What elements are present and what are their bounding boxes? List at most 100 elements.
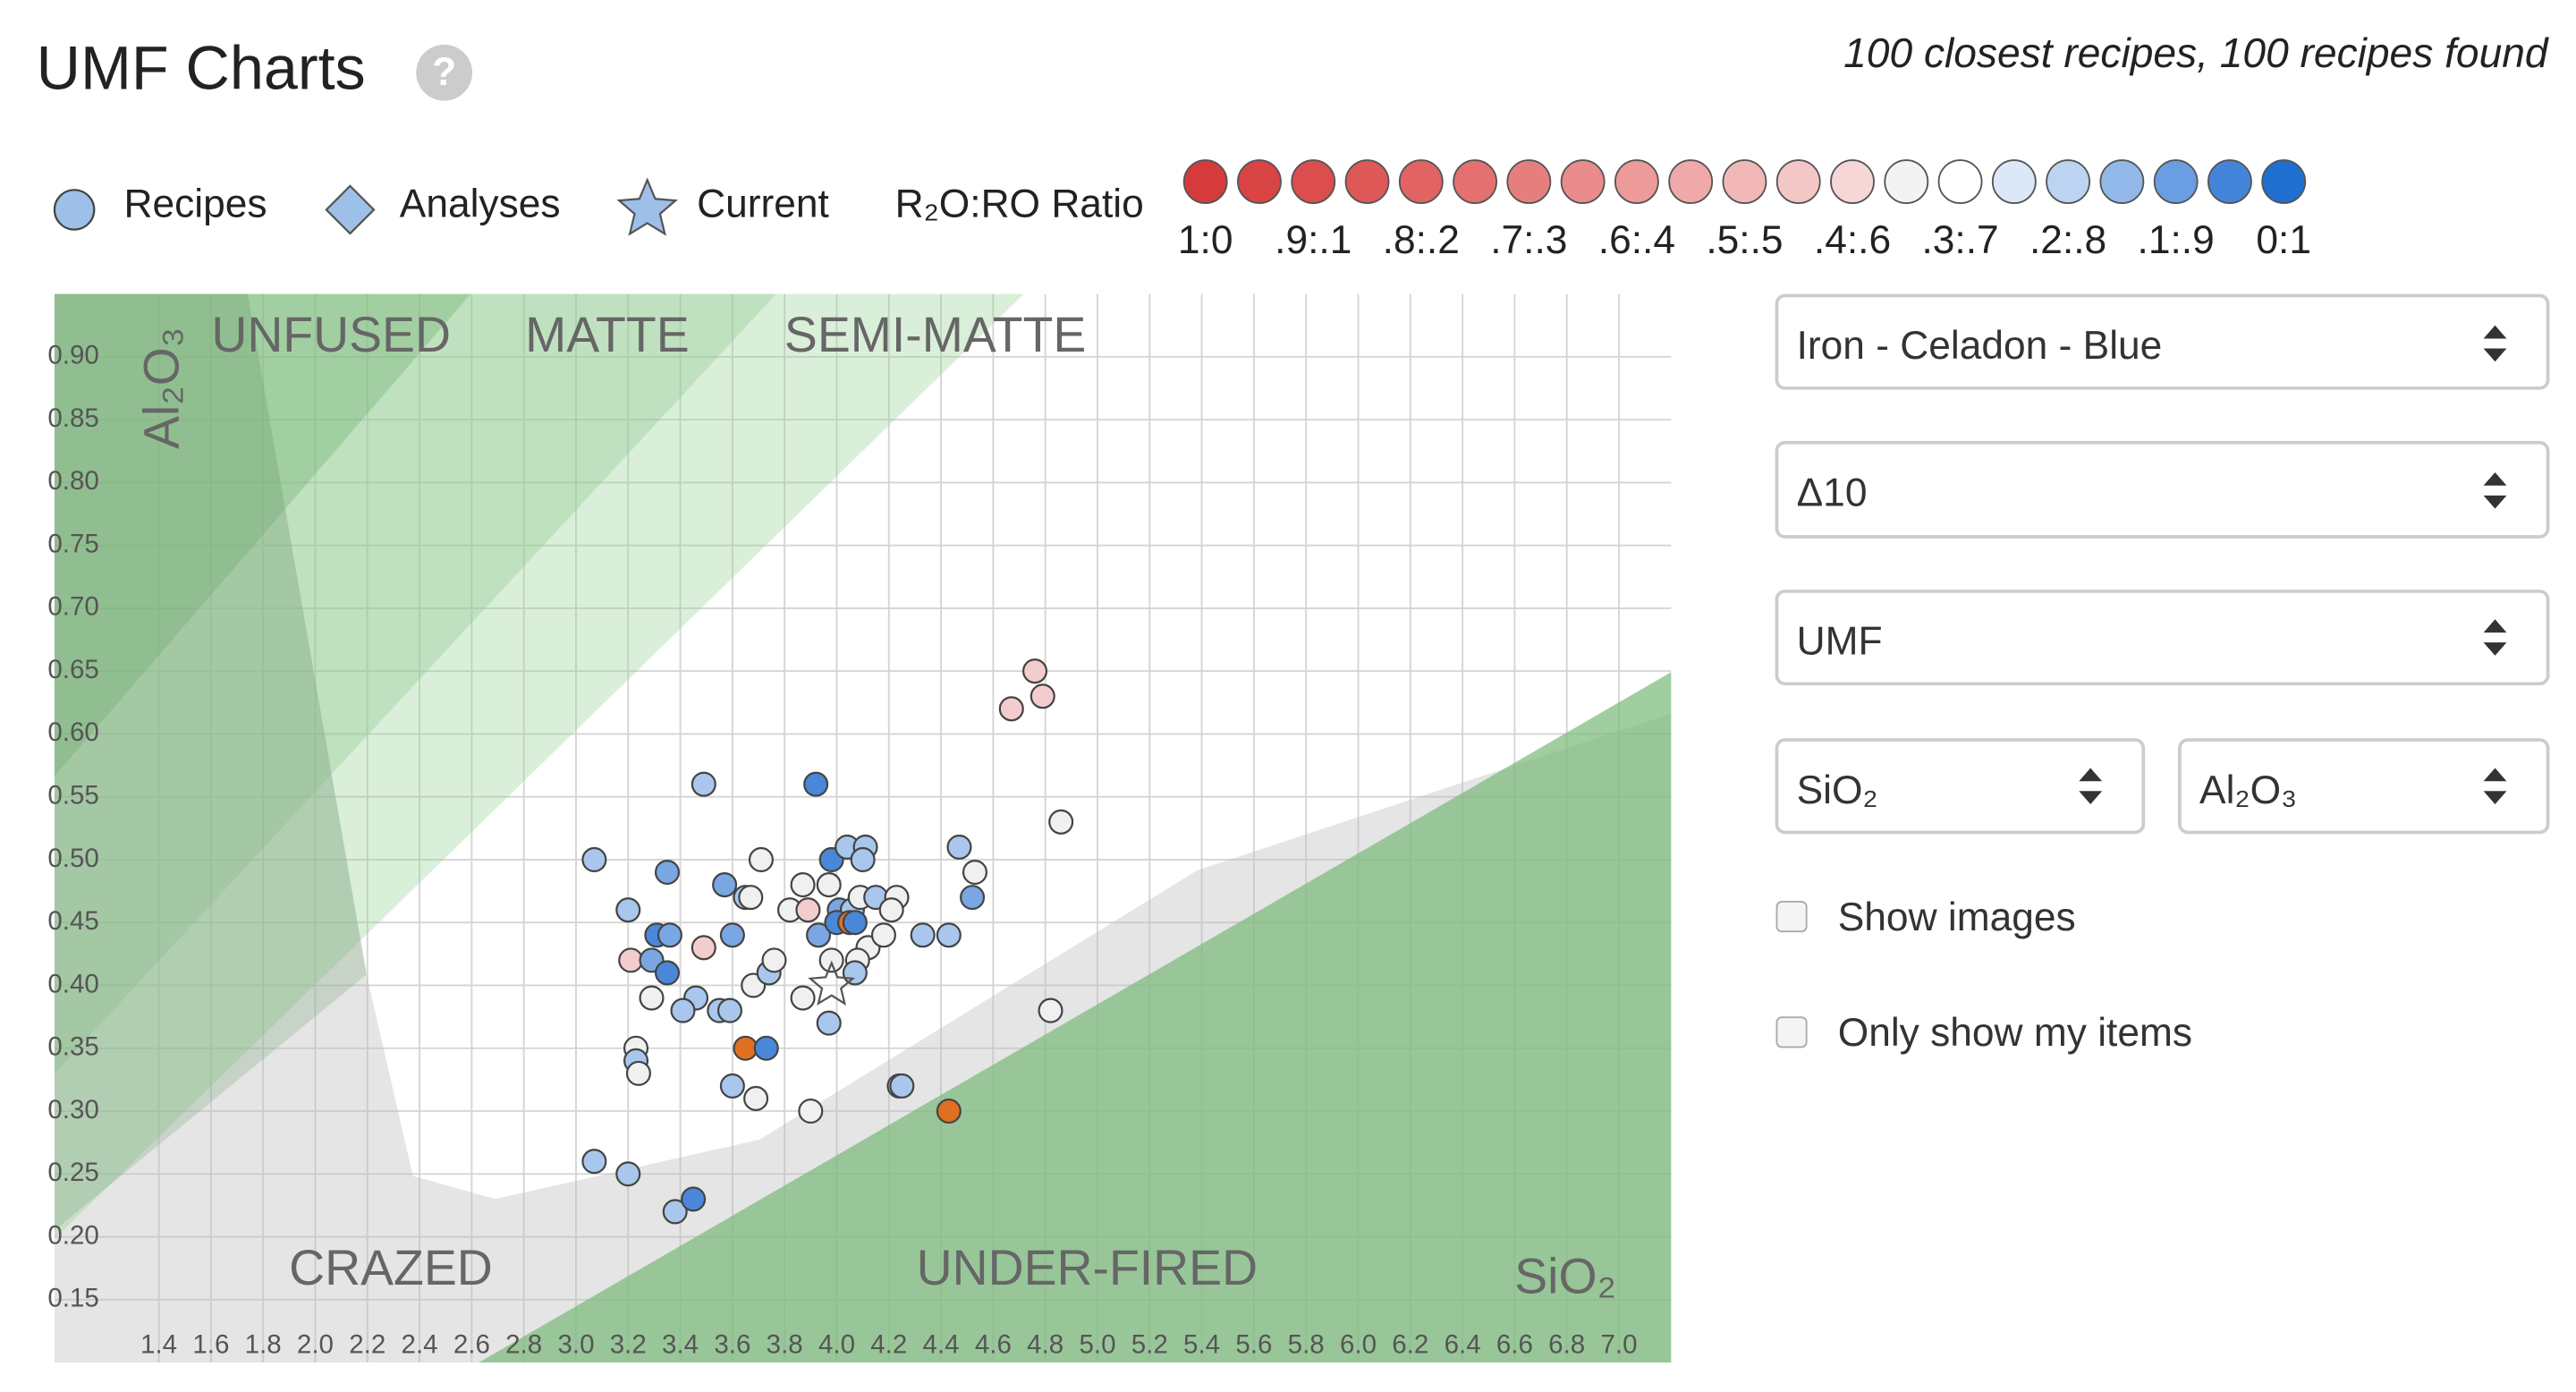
ratio-swatch — [2153, 159, 2199, 204]
recipe-point — [1030, 683, 1055, 709]
y-tick-label: 0.15 — [47, 1284, 98, 1313]
x-tick-label: 4.0 — [818, 1329, 855, 1359]
unfused-zone — [54, 293, 471, 777]
recipe-point — [850, 846, 876, 872]
ratio-label: .7:.3 — [1490, 218, 1567, 262]
recipe-point — [946, 834, 972, 860]
x-tick-label: 5.4 — [1183, 1329, 1220, 1359]
x-tick-label: 1.8 — [245, 1329, 282, 1359]
current-marker — [808, 960, 856, 1006]
recipe-point — [962, 859, 988, 886]
select[interactable]: UMF — [1775, 590, 2550, 686]
select[interactable]: Iron - Celadon - Blue — [1775, 293, 2550, 390]
x-tick-label: 2.0 — [297, 1329, 334, 1359]
recipe-point — [615, 1161, 641, 1187]
ratio-label: .2:.8 — [2029, 218, 2106, 262]
recipe-point — [662, 1199, 688, 1225]
legend-marker — [325, 184, 376, 235]
ratio-swatch — [1560, 159, 1606, 204]
recipe-point — [1021, 658, 1048, 684]
recipe-point — [712, 872, 738, 898]
ratio-swatch — [1830, 159, 1875, 204]
x-tick-label: 6.6 — [1496, 1329, 1533, 1359]
legend-label: Current — [697, 182, 829, 225]
select-text: Δ10 — [1797, 471, 1868, 515]
points — [581, 658, 1074, 1225]
x-tick-label: 3.0 — [557, 1329, 594, 1359]
select-box[interactable] — [2178, 738, 2550, 835]
recipe-point — [1048, 809, 1074, 835]
ratio-swatch — [1453, 159, 1497, 204]
select-box[interactable] — [1775, 293, 2550, 390]
x-tick-label: 5.2 — [1131, 1329, 1168, 1359]
select-box[interactable] — [1775, 738, 2146, 835]
select-box[interactable] — [1775, 440, 2550, 539]
y-tick-label: 0.35 — [47, 1032, 98, 1062]
ratio-swatch — [1398, 159, 1444, 204]
recipe-point — [803, 771, 829, 797]
ratio-swatch — [1182, 159, 1228, 204]
recipe-point — [657, 922, 682, 948]
x-tick-label: 4.8 — [1027, 1329, 1063, 1359]
legend-label: Analyses — [400, 182, 561, 225]
y-tick-label: 0.20 — [47, 1220, 98, 1250]
select[interactable]: SiO₂ — [1775, 738, 2146, 835]
x-tick-label: 2.6 — [453, 1329, 490, 1359]
x-tick-label: 6.8 — [1548, 1329, 1585, 1359]
x-tick-label: 3.6 — [714, 1329, 750, 1359]
x-tick-label: 6.0 — [1340, 1329, 1377, 1359]
ticks: 1.4 1.6 1.8 2.0 2.2 2.4 2.6 2.8 3.0 3.2 3.4 3.6 3.8 4… — [47, 341, 1637, 1360]
x-tick-label: 1.6 — [192, 1329, 229, 1359]
x-tick-label: 2.4 — [402, 1329, 438, 1359]
ratio-swatch — [1614, 159, 1659, 204]
x-tick-label: 3.4 — [662, 1329, 699, 1359]
select-arrow — [2079, 768, 2103, 805]
checkbox-label[interactable]: Only show my items — [1838, 1011, 2192, 1055]
ratio-swatch — [1237, 159, 1282, 204]
x-tick-label: 2.2 — [349, 1329, 386, 1359]
ratio-label: 0:1 — [2256, 218, 2311, 262]
recipe-point — [842, 910, 868, 936]
y-tick-label: 0.30 — [47, 1095, 98, 1125]
ratio-swatch — [1344, 159, 1390, 204]
recipe-point — [618, 947, 644, 973]
recipe-point — [670, 997, 696, 1023]
y-tick-label: 0.85 — [47, 403, 98, 433]
select-text: Iron - Celadon - Blue — [1797, 324, 2163, 368]
recipe-point — [654, 859, 681, 886]
x-axis-label: SiO₂ — [1514, 1248, 1616, 1303]
select[interactable]: Al₂O₃ — [2178, 738, 2550, 835]
ratio-swatch — [1506, 159, 1552, 204]
ratio-label: .5:.5 — [1706, 218, 1783, 262]
recipe-point — [625, 1060, 651, 1086]
x-tick-label: 5.6 — [1235, 1329, 1272, 1359]
select-text: SiO₂ — [1797, 768, 1878, 812]
semi-matte-zone — [54, 293, 1024, 1239]
ratio-label: .9:.1 — [1275, 218, 1352, 262]
x-tick-label: 4.6 — [975, 1329, 1012, 1359]
legend-marker — [53, 189, 96, 231]
region-label: SEMI-MATTE — [784, 307, 1086, 362]
checkbox[interactable] — [1775, 1016, 1808, 1048]
y-tick-label: 0.65 — [47, 655, 98, 684]
select-arrow — [2483, 325, 2507, 362]
help-icon[interactable] — [416, 44, 473, 101]
y-axis-label: Al₂O₃ — [133, 327, 189, 449]
ratio-label: .1:.9 — [2138, 218, 2215, 262]
grid — [54, 293, 1672, 1363]
ratio-swatch — [2261, 159, 2307, 204]
recipe-point — [738, 885, 764, 911]
recipe-point — [733, 1035, 758, 1061]
region-label: MATTE — [525, 307, 690, 362]
checkbox-label[interactable]: Show images — [1838, 895, 2076, 939]
select[interactable]: Δ10 — [1775, 440, 2550, 539]
checkbox[interactable] — [1775, 901, 1808, 933]
ratio-legend-title: R₂O:RO Ratio — [895, 182, 1144, 225]
recipe-point — [816, 1010, 842, 1036]
page-title: UMF Charts — [37, 34, 366, 102]
ratio-swatch — [1722, 159, 1767, 204]
select-box[interactable] — [1775, 590, 2550, 686]
x-tick-label: 6.2 — [1392, 1329, 1428, 1359]
ratio-label: .4:.6 — [1814, 218, 1891, 262]
